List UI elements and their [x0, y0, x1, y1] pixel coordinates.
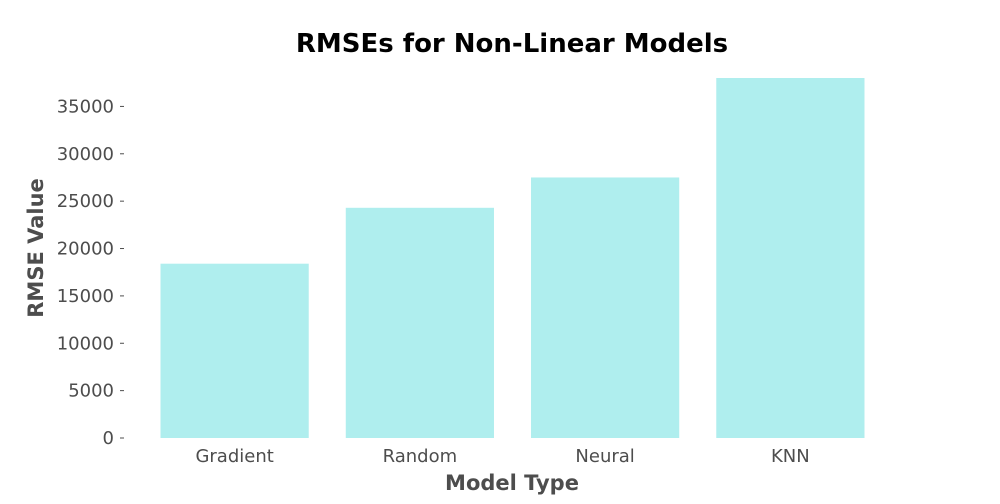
- bar-gradient: [160, 263, 309, 438]
- x-tick-label-neural: Neural: [575, 446, 634, 467]
- y-tick-label: 15000: [57, 286, 114, 307]
- y-axis-ticks: 0 5000 10000 15000 20000 25000 30000 35000: [57, 96, 124, 449]
- y-tick-label: 20000: [57, 239, 114, 260]
- x-tick-label-gradient: Gradient: [195, 446, 273, 467]
- y-tick-label: 10000: [57, 333, 114, 354]
- x-tick-label-knn: KNN: [771, 446, 810, 467]
- y-tick-label: 35000: [57, 96, 114, 117]
- bar-random: [345, 207, 494, 438]
- x-axis-label: Model Type: [445, 471, 579, 495]
- bar-neural: [531, 177, 680, 438]
- x-tick-label-random: Random: [383, 446, 458, 467]
- y-axis-label: RMSE Value: [24, 178, 48, 318]
- y-tick-label: 25000: [57, 191, 114, 212]
- y-tick-label: 30000: [57, 144, 114, 165]
- y-tick-label: 0: [103, 428, 114, 449]
- bar-knn: [716, 78, 865, 438]
- chart-title: RMSEs for Non-Linear Models: [296, 29, 728, 59]
- x-axis-ticks: Gradient Random Neural KNN: [195, 446, 809, 467]
- y-tick-label: 5000: [68, 381, 114, 402]
- bars-group: [160, 78, 865, 438]
